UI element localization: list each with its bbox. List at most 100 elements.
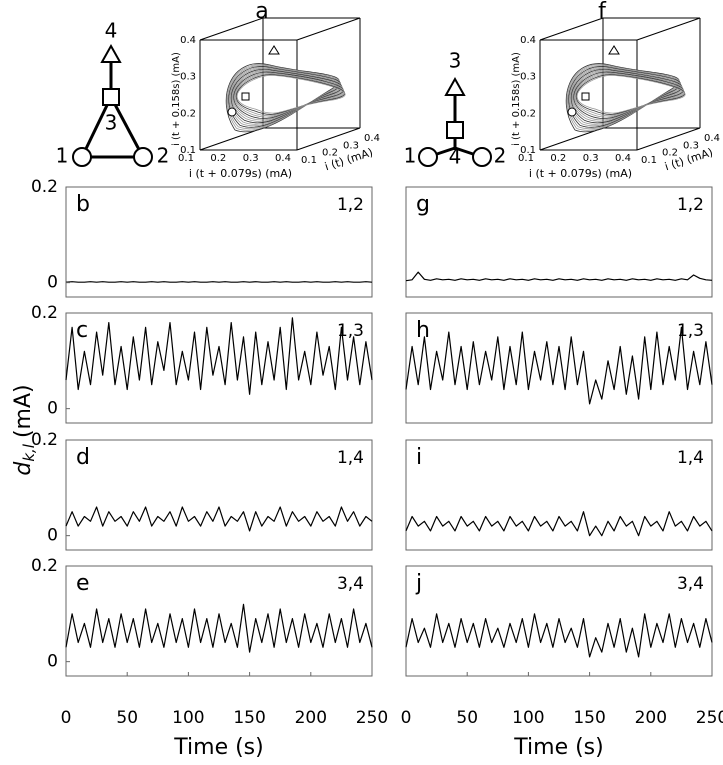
attractor-trajectory [576,74,686,114]
pair-label: 1,4 [677,448,704,468]
pair-label: 3,4 [677,574,704,594]
marker-triangle [608,45,620,55]
panel-letter: e [76,571,90,596]
attractor-trajectory [235,74,345,115]
node-label: 1 [404,144,417,168]
attractor-trajectory [232,70,344,121]
node [72,147,92,167]
x-axis-label: Time (s) [173,735,263,760]
data-line [65,317,373,395]
attractor-trajectory [229,67,342,127]
marker-square [241,92,250,101]
y-tick-label: 0.2 [31,430,58,450]
x-tick-label: 0 [61,708,72,728]
y-tick-label: 0 [47,273,58,293]
node-label: 3 [105,111,118,135]
attractor-trajectory [233,71,344,119]
box-edge [539,17,604,41]
network-a: 1 2 3 4 [56,19,170,168]
attractor-trajectory [571,68,683,124]
attractor-trajectory [231,68,343,124]
x-tick-label: 0.4 [275,153,291,164]
node [446,121,464,139]
y-label-unit: (mA) [11,384,36,438]
attractor-trajectory [572,70,684,121]
x-tick-label: 150 [233,708,265,728]
y-label-subscript: k,l [20,443,38,461]
attractor-trajectory [227,65,341,130]
box-edge [539,127,604,151]
marker-circle [227,107,237,117]
x-axis-label: Time (s) [513,735,603,760]
data-line [405,271,713,282]
panel-letter: a [255,0,268,24]
attractor-trajectory [575,73,685,117]
z-tick-label: 0.2 [322,148,338,159]
pair-label: 1,3 [337,321,364,341]
pair-label: 1,4 [337,448,364,468]
attractor-trajectory [568,66,681,128]
y-tick-label: 0.2 [31,177,58,197]
x-tick-label: 0.2 [210,153,226,164]
z-tick-label: 0.2 [662,148,678,159]
panel-letter: c [76,318,88,343]
y-axis-label: i (t + 0.158s) (mA) [511,52,522,146]
y-tick-label: 0.4 [180,35,196,46]
marker-square [581,92,590,101]
x-tick-label: 150 [573,708,605,728]
panel-letter: b [76,192,90,217]
attractor-trajectory [569,67,682,127]
x-tick-label: 100 [512,708,544,728]
y-tick-label: 0.2 [31,556,58,576]
x-tick-label: 0 [401,708,412,728]
marker-triangle [268,45,280,55]
panel-letter: i [416,445,422,470]
y-tick-label: 0.3 [520,72,536,83]
panel-letter: g [416,192,430,217]
box-edge [199,127,264,151]
panel-letter: h [416,318,430,343]
y-tick-label: 0.2 [180,108,196,119]
node-label: 2 [157,144,170,168]
box-edge [296,127,361,151]
data-line [405,511,713,537]
attractor-trajectory [235,73,345,117]
attractor-panel: 0.1 0.2 0.3 0.4 0.1 0.2 0.3 0.4 0.1 0.2 0.3 0.4 i (t… [511,0,720,180]
box-edge [296,17,361,41]
panel-letter: j [415,571,422,596]
plot-frame [405,439,713,551]
node [418,147,438,167]
attractor-trajectory [228,66,341,128]
box-edge [199,17,264,41]
data-line [65,506,373,532]
data-line [65,281,373,283]
x-axis-label: i (t + 0.079s) (mA) [189,167,292,180]
x-tick-label: 250 [696,708,723,728]
attractor-trajectory [571,69,683,122]
y-tick-label: 0.1 [520,145,536,156]
attractor-trajectory [231,69,343,122]
attractor-trajectory [236,74,346,114]
attractor-panel: 0.1 0.2 0.3 0.4 0.1 0.2 0.3 0.4 0.1 0.2 0.3 0.4 i (t… [171,0,380,180]
x-tick-label: 0.3 [243,153,259,164]
x-tick-label: 0.3 [583,153,599,164]
attractor-trajectory [230,67,342,125]
x-tick-label: 50 [116,708,138,728]
attractor-trajectory [565,63,680,133]
attractor-trajectory [566,64,680,131]
node [100,43,122,63]
panel-letter: d [76,445,90,470]
z-tick-label: 0.3 [683,140,699,151]
y-tick-label: 0.2 [520,108,536,119]
y-axis-label: dk,l (mA) [11,384,38,475]
attractor-trajectory [225,63,340,133]
plot-frame [65,565,373,677]
node-label: 2 [494,144,507,168]
y-tick-label: 0.3 [180,72,196,83]
pair-label: 3,4 [337,574,364,594]
node [102,88,120,106]
z-tick-label: 0.3 [343,140,359,151]
z-tick-label: 0.1 [301,155,317,166]
attractor-trajectory [234,72,345,118]
